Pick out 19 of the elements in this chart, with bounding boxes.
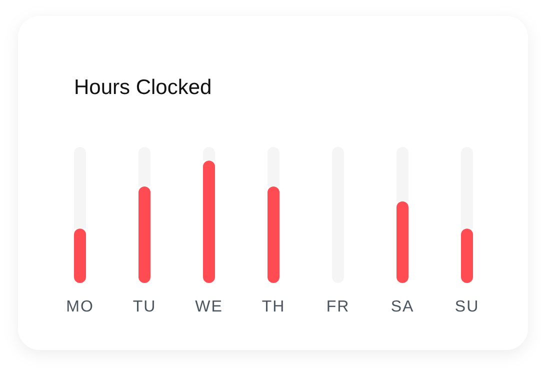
bar (268, 147, 280, 186)
bar (74, 228, 86, 283)
x-tick-label: TU (132, 298, 156, 316)
chart-title: Hours Clocked (74, 76, 212, 99)
x-tick-label: WE (195, 298, 223, 316)
bar (74, 147, 86, 229)
x-tick-label: TH (262, 298, 286, 316)
bar (138, 147, 150, 186)
x-tick-label: SU (454, 298, 480, 316)
bar (203, 160, 215, 283)
bar (461, 147, 473, 229)
bar (396, 147, 408, 202)
bar (461, 228, 473, 283)
x-tick-label: SA (390, 298, 414, 316)
bar (396, 201, 408, 283)
bar (138, 186, 150, 283)
x-tick-label: FR (326, 298, 350, 316)
x-tick-label: MO (66, 298, 94, 316)
bar (268, 186, 280, 283)
